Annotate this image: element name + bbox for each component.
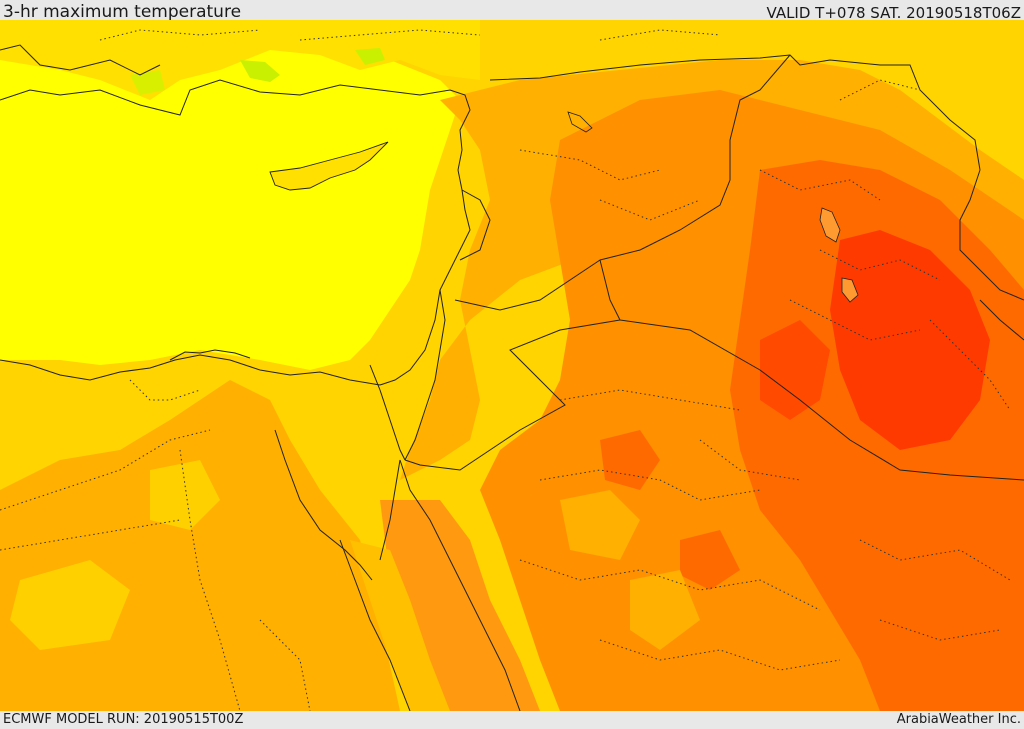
mediterranean-sea-zone [0, 20, 460, 370]
saudi-hot-patch [600, 430, 660, 490]
egypt-mild-patch-2 [150, 460, 220, 530]
saudi-hot-patch-2 [680, 530, 740, 590]
header-bar: 3-hr maximum temperature VALID T+078 SAT… [0, 0, 1024, 22]
lake-razzaza [841, 277, 859, 303]
province-boundaries [0, 29, 1011, 711]
saudi-mild-patch-2 [630, 570, 700, 650]
lake-assad [567, 111, 593, 133]
model-run-label: ECMWF MODEL RUN: 20190515T00Z [3, 712, 244, 727]
temperature-map [0, 20, 1024, 711]
lake-tharthar [819, 207, 841, 243]
map-title: 3-hr maximum temperature [3, 2, 242, 22]
map-canvas [0, 20, 1024, 711]
saudi-mild-patch [560, 490, 640, 560]
country-borders [369, 54, 1024, 481]
red-sea-strip [350, 540, 450, 711]
egypt-mild-patch [10, 560, 130, 650]
cool-green-patch-3 [130, 70, 165, 95]
cool-green-patch [240, 60, 280, 82]
hottest-core-zone-2 [760, 320, 830, 420]
coastlines [0, 44, 1024, 711]
cyprus-island [269, 141, 389, 191]
cool-green-patch-2 [355, 48, 385, 65]
valid-time-label: VALID T+078 SAT. 20190518T06Z [766, 4, 1021, 22]
footer-bar: ECMWF MODEL RUN: 20190515T00Z ArabiaWeat… [0, 711, 1024, 729]
hottest-core-zone [830, 230, 990, 450]
credit-label: ArabiaWeather Inc. [896, 712, 1021, 727]
